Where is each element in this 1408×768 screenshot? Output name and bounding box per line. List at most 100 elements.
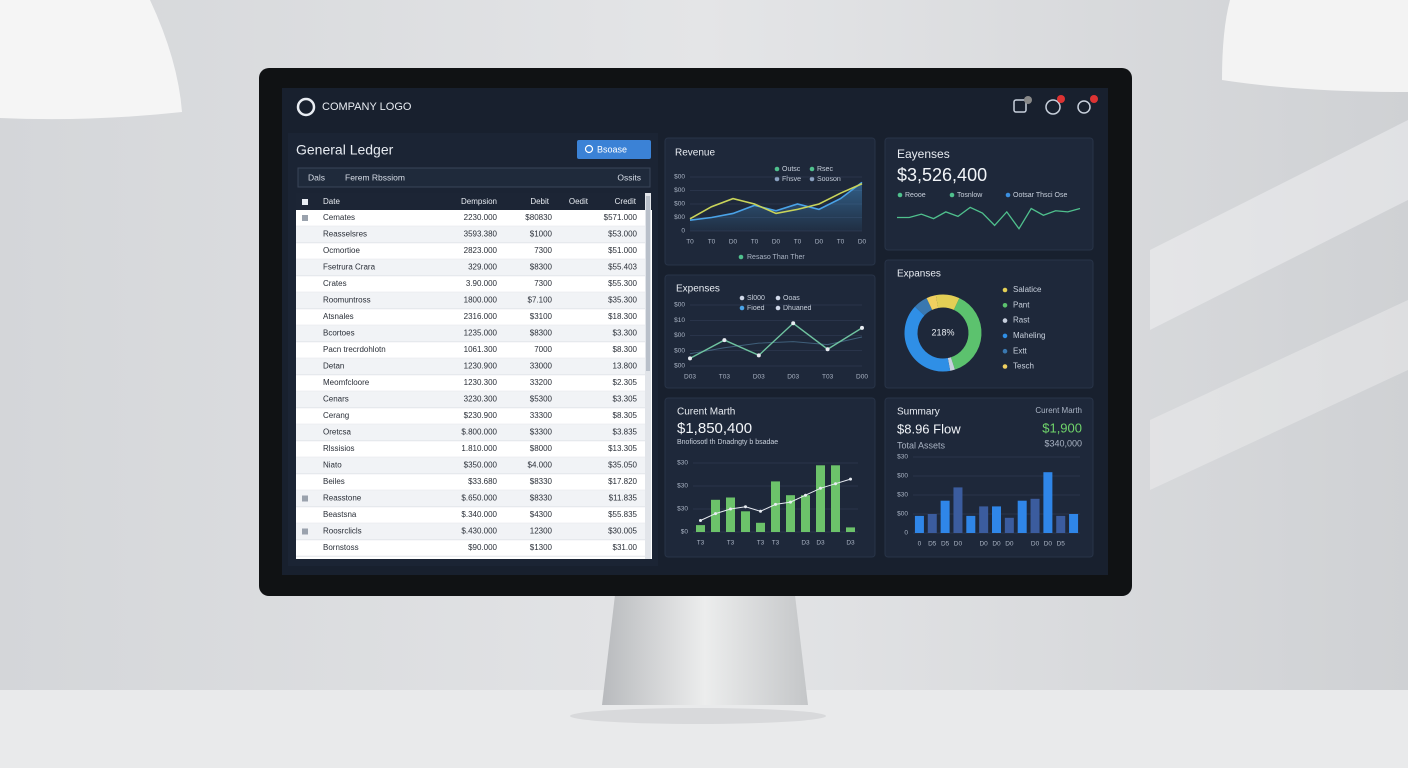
kpi-value: $1,900 [1042,420,1082,435]
x-tick-label: T3 [727,540,735,547]
bar [1069,514,1079,533]
cell: Niato [323,461,342,470]
scroll-thumb[interactable] [646,196,650,371]
legend-dot [739,305,745,311]
stand-base [570,708,826,724]
cell: 1.810.000 [461,444,497,453]
bar [1017,500,1027,533]
company-logo: COMPANY LOGO [322,101,412,113]
column-header: Oedit [569,197,589,206]
cell: Ocmortioe [323,246,360,255]
trend-point [714,512,717,516]
cell: Fsetrura Crara [323,263,376,272]
x-tick-label: T03 [822,374,834,381]
y-tick-label: 0 [681,228,685,235]
x-tick-label: D0 [954,541,963,548]
legend-label: Extt [1013,346,1028,355]
cell: 1230.300 [464,378,498,387]
card [884,259,1094,389]
column-header: Credit [615,197,637,206]
bar [741,511,750,532]
trend-point [819,486,822,490]
line [689,336,863,355]
cell: $80830 [525,213,552,222]
ledger-title: General Ledger [296,142,394,158]
cell: $35.050 [608,461,637,470]
checkbox [302,528,308,535]
icon[interactable] [1077,100,1091,114]
legend-dot [1002,333,1008,339]
cell: $7.100 [528,296,553,305]
cell: 7300 [534,279,552,288]
legend-dot [739,295,745,301]
bar [696,525,705,532]
point [756,353,761,358]
cell: 33000 [530,362,553,371]
bar [1004,517,1014,533]
x-tick-label: D0 [1044,541,1053,548]
legend-dot [809,166,815,172]
cell: Beiles [323,477,345,486]
cell: $8330 [530,477,553,486]
legend-label: Rsec [817,166,833,173]
cell: $8300 [530,263,553,272]
trend-point [849,477,852,481]
period: Curent Marth [1035,406,1082,415]
legend-label: Dhuaned [783,305,812,312]
column-header: Debit [530,197,549,206]
y-tick-label: $00 [674,347,685,354]
y-tick-label: $10 [674,317,685,324]
y-tick-label: $00 [674,187,685,194]
x-tick-label: D3 [801,540,810,547]
cell: $13.305 [608,444,637,453]
cell: $5300 [530,395,553,404]
bar [1043,472,1053,533]
cell: Roomuntross [323,296,371,305]
legend-dot [775,305,781,311]
line [689,181,863,221]
x-tick-label: D0 [1031,541,1040,548]
row-stripe [296,226,645,243]
cell: 3.90.000 [466,279,498,288]
line [897,206,1081,230]
kpi-label: $8.96 Flow [897,421,961,436]
row-stripe [296,424,645,441]
y-tick-label: $30 [897,454,908,461]
x-tick-label: D5 [928,541,937,548]
icon[interactable] [1045,99,1061,115]
checkbox [302,215,308,221]
legend-label: Ootsar Thsci Ose [1013,192,1067,199]
card [664,137,876,266]
cell: 1800.000 [464,296,498,305]
y-tick-label: $00 [674,201,685,208]
trend-point [744,505,747,509]
legend-label: Fhsve [782,176,801,183]
cell: 2823.000 [464,246,498,255]
icon[interactable] [1013,99,1027,113]
x-tick-label: D5 [941,541,950,548]
legend-label: Ooas [783,295,800,302]
bar [786,495,795,532]
bar [914,515,924,533]
donut-slice [935,294,960,311]
button-label[interactable]: Bsoase [597,144,627,154]
filter[interactable]: Ossits [617,172,641,182]
cell: Beastsna [323,510,357,519]
legend-dot [809,176,815,182]
legend-label: Outsc [782,166,801,173]
cell: $350.000 [464,461,498,470]
cell: 2230.000 [464,213,498,222]
cell: $8000 [530,444,553,453]
search-icon [584,144,594,154]
cell: $30.005 [608,527,637,536]
legend-label: Pant [1013,300,1030,309]
badge [1090,95,1098,103]
checkbox [302,495,308,502]
search-button[interactable] [577,140,651,159]
legend-label: Reooe [905,192,926,199]
filter[interactable]: Ferem Rbssiom [345,172,405,182]
filter[interactable]: Dals [308,172,325,182]
legend-dot [1005,192,1011,198]
legend-label: Rast [1013,316,1030,325]
legend-dot [775,295,781,301]
